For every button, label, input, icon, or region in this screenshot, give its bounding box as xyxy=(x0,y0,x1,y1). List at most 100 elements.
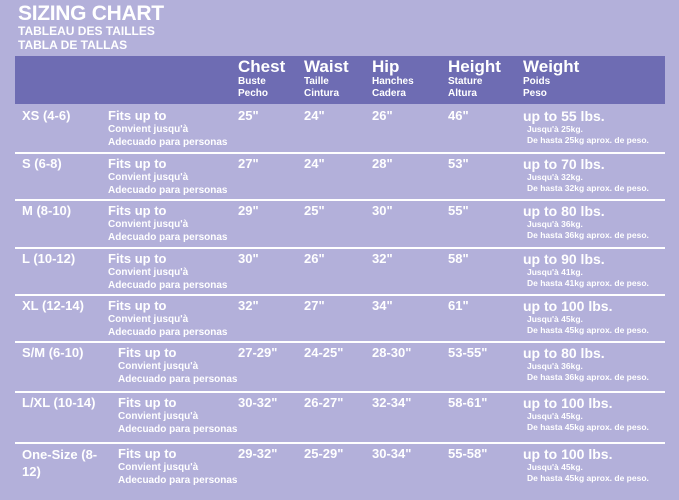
hip-value: 34" xyxy=(372,298,393,313)
waist-value: 26" xyxy=(304,251,325,266)
chest-value: 29" xyxy=(238,203,259,218)
header-es: Pecho xyxy=(238,88,269,99)
chest-value: 30" xyxy=(238,251,259,266)
height-value: 61" xyxy=(448,298,469,313)
fits-en: Fits up to xyxy=(118,395,177,410)
fits-fr: Convient jusqu'à xyxy=(118,361,199,372)
column-header: Waist Taille Cintura xyxy=(304,58,349,100)
table-row: L (10-12) Fits up to Convient jusqu'à Adec… xyxy=(15,247,665,294)
column-header: Chest Buste Pecho xyxy=(238,58,285,100)
weight-kg-fr: Jusqu'à 32kg. xyxy=(527,172,583,182)
fits-cell: Fits up to Convient jusqu'à Adecuado para … xyxy=(118,345,237,386)
weight-kg-es: De hasta 45kg aprox. de peso. xyxy=(527,473,649,483)
fits-es: Adecuado para personas xyxy=(118,424,238,435)
fits-es: Adecuado para personas xyxy=(108,232,228,243)
table-row: S/M (6-10) Fits up to Convient jusqu'à Ade… xyxy=(15,341,665,391)
weight-kg-es: De hasta 36kg aprox. de peso. xyxy=(527,372,649,382)
fits-es: Adecuado para personas xyxy=(118,374,238,385)
weight-cell: up to 100 lbs. Jusqu'à 45kg. De hasta 45kg… xyxy=(523,395,649,433)
header-es: Peso xyxy=(523,88,547,99)
chest-value: 27" xyxy=(238,156,259,171)
header-es: Cintura xyxy=(304,88,339,99)
fits-es: Adecuado para personas xyxy=(118,475,238,486)
weight-kg-es: De hasta 36kg aprox. de peso. xyxy=(527,230,649,240)
table-row: L/XL (10-14) Fits up to Convient jusqu'à A… xyxy=(15,391,665,442)
header-en: Waist xyxy=(304,57,349,76)
height-value: 55-58" xyxy=(448,446,488,461)
size-label: L (10-12) xyxy=(22,251,76,266)
weight-kg-es: De hasta 25kg aprox. de peso. xyxy=(527,135,649,145)
fits-en: Fits up to xyxy=(108,108,167,123)
header-bar xyxy=(15,56,665,104)
fits-cell: Fits up to Convient jusqu'à Adecuado para … xyxy=(108,298,227,339)
weight-lbs: up to 90 lbs. xyxy=(523,251,605,267)
weight-kg-es: De hasta 32kg aprox. de peso. xyxy=(527,183,649,193)
hip-value: 32-34" xyxy=(372,395,412,410)
waist-value: 25" xyxy=(304,203,325,218)
weight-kg-es: De hasta 45kg aprox. de peso. xyxy=(527,325,649,335)
height-value: 46" xyxy=(448,108,469,123)
hip-value: 32" xyxy=(372,251,393,266)
weight-kg-fr: Jusqu'à 45kg. xyxy=(527,314,583,324)
table-row: One-Size (8-12) Fits up to Convient jusqu… xyxy=(15,442,665,500)
table-row: XS (4-6) Fits up to Convient jusqu'à Adecu… xyxy=(15,106,665,150)
weight-cell: up to 90 lbs. Jusqu'à 41kg. De hasta 41kg … xyxy=(523,251,649,289)
fits-en: Fits up to xyxy=(108,156,167,171)
header-fr: Stature xyxy=(448,76,483,87)
fits-fr: Convient jusqu'à xyxy=(108,124,189,135)
size-label: S/M (6-10) xyxy=(22,345,84,360)
hip-value: 30" xyxy=(372,203,393,218)
fits-fr: Convient jusqu'à xyxy=(118,462,199,473)
header-fr: Hanches xyxy=(372,76,414,87)
weight-kg-fr: Jusqu'à 41kg. xyxy=(527,267,583,277)
size-label: XS (4-6) xyxy=(22,108,71,123)
fits-en: Fits up to xyxy=(118,345,177,360)
waist-value: 24-25" xyxy=(304,345,344,360)
weight-lbs: up to 70 lbs. xyxy=(523,156,605,172)
fits-fr: Convient jusqu'à xyxy=(108,172,189,183)
size-label: One-Size (8-12) xyxy=(22,447,98,479)
hip-value: 30-34" xyxy=(372,446,412,461)
fits-es: Adecuado para personas xyxy=(108,137,228,148)
header-en: Height xyxy=(448,57,501,76)
size-label: S (6-8) xyxy=(22,156,62,171)
header-es: Cadera xyxy=(372,88,406,99)
header-fr: Taille xyxy=(304,76,329,87)
weight-kg-fr: Jusqu'à 36kg. xyxy=(527,361,583,371)
waist-value: 24" xyxy=(304,108,325,123)
column-header: Height Stature Altura xyxy=(448,58,501,100)
table-row: XL (12-14) Fits up to Convient jusqu'à Ade… xyxy=(15,294,665,341)
chart-title-fr: TABLEAU DES TAILLES xyxy=(18,24,155,38)
header-en: Chest xyxy=(238,57,286,76)
weight-lbs: up to 100 lbs. xyxy=(523,298,613,314)
height-value: 58-61" xyxy=(448,395,488,410)
column-header: Hip Hanches Cadera xyxy=(372,58,414,100)
size-label: M (8-10) xyxy=(22,203,72,218)
weight-cell: up to 100 lbs. Jusqu'à 45kg. De hasta 45kg… xyxy=(523,446,649,484)
waist-value: 27" xyxy=(304,298,325,313)
chart-title: SIZING CHART xyxy=(18,2,164,25)
chest-value: 32" xyxy=(238,298,259,313)
hip-value: 28" xyxy=(372,156,393,171)
chest-value: 25" xyxy=(238,108,259,123)
fits-en: Fits up to xyxy=(108,203,167,218)
fits-cell: Fits up to Convient jusqu'à Adecuado para … xyxy=(108,156,227,197)
waist-value: 26-27" xyxy=(304,395,344,410)
weight-kg-fr: Jusqu'à 36kg. xyxy=(527,219,583,229)
hip-value: 28-30" xyxy=(372,345,412,360)
weight-lbs: up to 100 lbs. xyxy=(523,395,613,411)
weight-lbs: up to 80 lbs. xyxy=(523,345,605,361)
size-label: XL (12-14) xyxy=(22,298,84,313)
weight-cell: up to 80 lbs. Jusqu'à 36kg. De hasta 36kg … xyxy=(523,345,649,383)
weight-kg-fr: Jusqu'à 25kg. xyxy=(527,124,583,134)
chart-title-es: TABLA DE TALLAS xyxy=(18,38,128,52)
height-value: 53-55" xyxy=(448,345,488,360)
weight-lbs: up to 100 lbs. xyxy=(523,446,613,462)
height-value: 53" xyxy=(448,156,469,171)
height-value: 58" xyxy=(448,251,469,266)
column-header: Weight Poids Peso xyxy=(523,58,579,100)
fits-es: Adecuado para personas xyxy=(108,280,228,291)
chest-value: 27-29" xyxy=(238,345,278,360)
hip-value: 26" xyxy=(372,108,393,123)
weight-kg-fr: Jusqu'à 45kg. xyxy=(527,462,583,472)
